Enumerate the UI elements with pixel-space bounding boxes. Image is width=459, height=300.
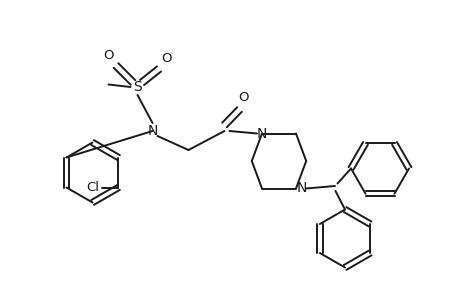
Text: N: N: [147, 124, 157, 138]
Text: N: N: [296, 182, 307, 196]
Text: O: O: [161, 52, 171, 65]
Text: N: N: [256, 127, 267, 140]
Text: Cl: Cl: [86, 181, 99, 194]
Text: O: O: [238, 91, 248, 104]
Text: O: O: [103, 49, 113, 62]
Text: S: S: [133, 80, 141, 94]
